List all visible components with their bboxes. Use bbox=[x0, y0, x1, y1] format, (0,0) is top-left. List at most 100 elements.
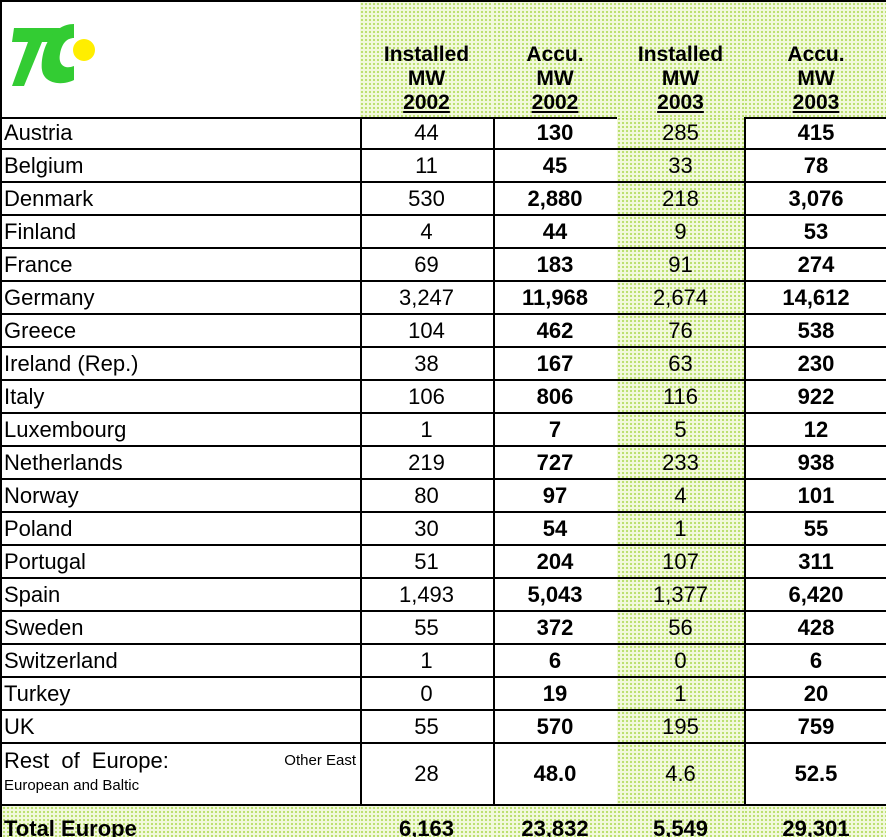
value: 1 bbox=[617, 678, 746, 711]
country: Portugal bbox=[0, 546, 362, 579]
header-line: 2002 bbox=[403, 91, 450, 114]
country: Italy bbox=[0, 381, 362, 414]
header-line: MW bbox=[536, 67, 574, 90]
value: 1 bbox=[617, 513, 746, 546]
country: Switzerland bbox=[0, 645, 362, 678]
header-line: MW bbox=[797, 67, 835, 90]
country: Luxembourg bbox=[0, 414, 362, 447]
value: 3,076 bbox=[744, 183, 886, 216]
value: 91 bbox=[617, 249, 746, 282]
value: 101 bbox=[744, 480, 886, 513]
value: 80 bbox=[360, 480, 495, 513]
value: 11 bbox=[360, 150, 495, 183]
total-value: 29,301 bbox=[744, 806, 886, 837]
column-header: Accu. MW 2002 bbox=[493, 0, 619, 119]
value: 204 bbox=[493, 546, 619, 579]
value: 28 bbox=[360, 744, 495, 806]
value: 311 bbox=[744, 546, 886, 579]
value: 285 bbox=[617, 117, 746, 150]
country: Poland bbox=[0, 513, 362, 546]
value: 19 bbox=[493, 678, 619, 711]
country: Ireland (Rep.) bbox=[0, 348, 362, 381]
rest-text: Other East bbox=[284, 752, 356, 769]
value: 219 bbox=[360, 447, 495, 480]
value: 2,674 bbox=[617, 282, 746, 315]
value: 12 bbox=[744, 414, 886, 447]
total-value: 6,163 bbox=[360, 806, 495, 837]
header-line: MW bbox=[407, 67, 446, 90]
value: 195 bbox=[617, 711, 746, 744]
value: 44 bbox=[493, 216, 619, 249]
logo bbox=[12, 24, 95, 86]
total-label: Total Europe bbox=[0, 806, 362, 837]
value: 428 bbox=[744, 612, 886, 645]
value: 0 bbox=[617, 645, 746, 678]
logo-cell bbox=[0, 0, 362, 119]
value: 30 bbox=[360, 513, 495, 546]
country: UK bbox=[0, 711, 362, 744]
header-line: Accu. bbox=[526, 43, 584, 66]
value: 106 bbox=[360, 381, 495, 414]
value: 1 bbox=[360, 414, 495, 447]
value: 530 bbox=[360, 183, 495, 216]
value: 274 bbox=[744, 249, 886, 282]
country: Belgium bbox=[0, 150, 362, 183]
value: 462 bbox=[493, 315, 619, 348]
value: 1,493 bbox=[360, 579, 495, 612]
country: Sweden bbox=[0, 612, 362, 645]
value: 53 bbox=[744, 216, 886, 249]
rest-label: Rest of Europe: Other East European and Ba… bbox=[0, 744, 362, 806]
value: 167 bbox=[493, 348, 619, 381]
country: France bbox=[0, 249, 362, 282]
value: 38 bbox=[360, 348, 495, 381]
value: 4 bbox=[360, 216, 495, 249]
value: 538 bbox=[744, 315, 886, 348]
country: Germany bbox=[0, 282, 362, 315]
header-line: 2003 bbox=[657, 91, 704, 114]
column-header: Installed MW 2003 bbox=[617, 0, 746, 119]
country: Greece bbox=[0, 315, 362, 348]
value: 107 bbox=[617, 546, 746, 579]
value: 1 bbox=[360, 645, 495, 678]
column-header: Accu. MW 2003 bbox=[744, 0, 886, 119]
value: 233 bbox=[617, 447, 746, 480]
value: 20 bbox=[744, 678, 886, 711]
country: Netherlands bbox=[0, 447, 362, 480]
value: 56 bbox=[617, 612, 746, 645]
country: Norway bbox=[0, 480, 362, 513]
value: 6 bbox=[744, 645, 886, 678]
value: 130 bbox=[493, 117, 619, 150]
value: 51 bbox=[360, 546, 495, 579]
value: 218 bbox=[617, 183, 746, 216]
value: 183 bbox=[493, 249, 619, 282]
value: 415 bbox=[744, 117, 886, 150]
value: 5 bbox=[617, 414, 746, 447]
value: 230 bbox=[744, 348, 886, 381]
country: Finland bbox=[0, 216, 362, 249]
value: 938 bbox=[744, 447, 886, 480]
value: 55 bbox=[744, 513, 886, 546]
header-line: Installed bbox=[637, 43, 724, 66]
value: 11,968 bbox=[493, 282, 619, 315]
header-line: Accu. bbox=[787, 43, 845, 66]
value: 63 bbox=[617, 348, 746, 381]
total-value: 5,549 bbox=[617, 806, 746, 837]
value: 48.0 bbox=[493, 744, 619, 806]
value: 4 bbox=[617, 480, 746, 513]
value: 44 bbox=[360, 117, 495, 150]
value: 1,377 bbox=[617, 579, 746, 612]
value: 52.5 bbox=[744, 744, 886, 806]
header-line: MW bbox=[661, 67, 700, 90]
value: 759 bbox=[744, 711, 886, 744]
value: 727 bbox=[493, 447, 619, 480]
header-line: 2002 bbox=[531, 91, 579, 114]
value: 4.6 bbox=[617, 744, 746, 806]
column-header: Installed MW 2002 bbox=[360, 0, 495, 119]
value: 806 bbox=[493, 381, 619, 414]
total-value: 23,832 bbox=[493, 806, 619, 837]
value: 55 bbox=[360, 711, 495, 744]
value: 78 bbox=[744, 150, 886, 183]
value: 55 bbox=[360, 612, 495, 645]
value: 33 bbox=[617, 150, 746, 183]
country: Spain bbox=[0, 579, 362, 612]
